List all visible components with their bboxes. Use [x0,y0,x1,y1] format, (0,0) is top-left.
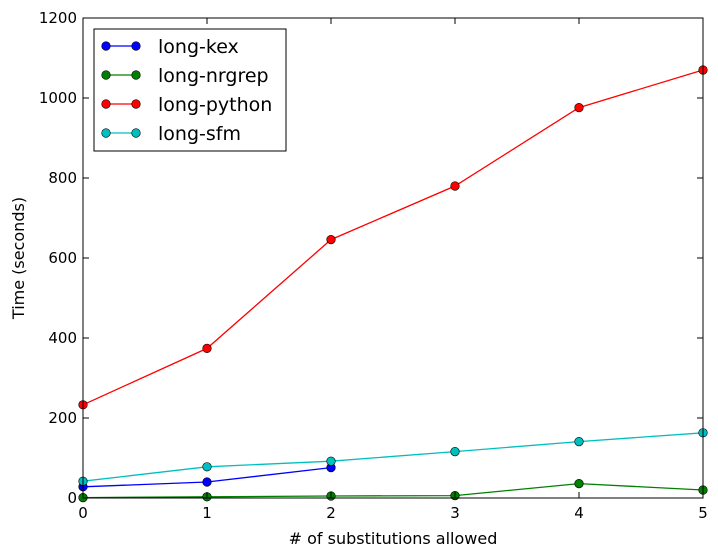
data-point-long-python-2 [326,235,336,245]
legend-marker [131,128,141,138]
y-tick-label: 200 [48,409,77,427]
data-point-long-python-1 [202,343,212,354]
legend-label: long-sfm [158,123,241,145]
data-point-long-kex-1 [202,477,212,487]
data-point-long-sfm-2 [326,456,336,466]
legend-item-long-kex: long-kex [101,36,239,58]
legend-item-long-sfm: long-sfm [101,123,241,145]
x-tick-label: 3 [450,504,460,522]
legend-marker [101,70,111,80]
legend-label: long-python [158,94,272,116]
legend-item-long-python: long-python [101,94,272,116]
x-tick-label: 5 [698,504,708,522]
x-tick-label: 4 [574,504,584,522]
series-line-long-nrgrep [82,482,704,499]
legend-item-long-nrgrep: long-nrgrep [101,65,269,87]
data-point-long-python-4 [574,102,584,113]
data-point-long-nrgrep-4 [574,479,584,489]
x-axis-title: # of substitutions allowed [289,529,498,548]
data-point-long-sfm-4 [574,437,584,447]
data-point-long-sfm-1 [202,462,212,472]
legend-box [93,28,287,152]
y-tick-label: 0 [67,489,77,507]
y-tick-label: 1200 [39,9,77,27]
series-long-sfm [78,428,708,486]
legend-marker [131,70,141,80]
x-tick-label: 1 [202,504,212,522]
legend-marker [101,128,111,138]
x-tick-label: 0 [78,504,88,522]
legend-marker [131,41,141,51]
y-tick-label: 400 [48,329,77,347]
legend-label: long-nrgrep [158,65,269,87]
y-tick-label: 800 [48,169,77,187]
series-line-long-python [82,69,704,406]
legend-label: long-kex [158,36,239,58]
y-tick-label: 600 [48,249,77,267]
legend-marker [131,99,141,109]
data-point-long-python-3 [450,181,460,191]
legend-marker [101,41,111,51]
x-tick-label: 2 [326,504,336,522]
ticks-layer: 0 1 2 3 4 5 0 200 400 600 800 1000 1200 [39,9,708,522]
y-tick-label: 1000 [39,89,77,107]
data-point-long-sfm-3 [450,447,460,457]
legend-marker [101,99,111,109]
legend: long-kex long-nrgrep long-python long-sfm [93,28,287,152]
series-line-long-sfm [82,432,704,482]
y-axis-title: Time (seconds) [9,197,28,320]
